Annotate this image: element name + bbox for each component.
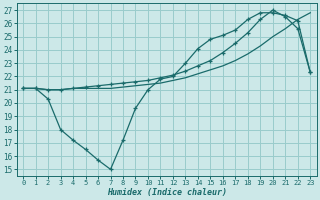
- X-axis label: Humidex (Indice chaleur): Humidex (Indice chaleur): [107, 188, 227, 197]
